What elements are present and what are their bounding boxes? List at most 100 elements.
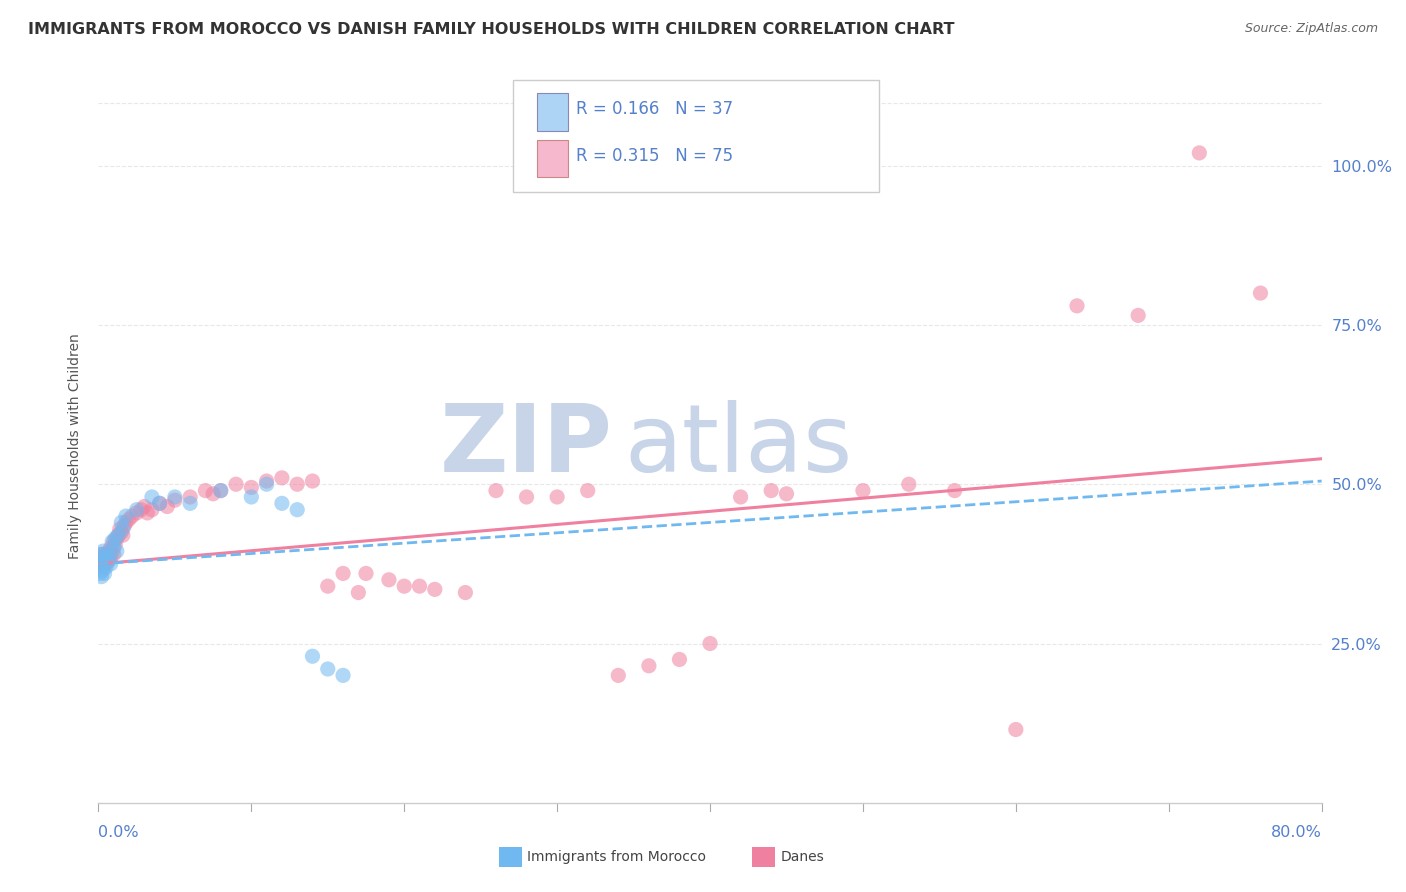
Point	[97, 554, 120, 568]
Point	[285, 477, 308, 491]
Text: Immigrants from Morocco: Immigrants from Morocco	[527, 850, 706, 864]
Point	[240, 480, 263, 494]
Text: Danes: Danes	[780, 850, 824, 864]
Point	[1188, 145, 1211, 160]
Point	[129, 502, 152, 516]
Point	[637, 658, 661, 673]
Point	[149, 496, 172, 510]
Point	[134, 500, 156, 514]
Point	[270, 471, 292, 485]
Point	[97, 547, 120, 561]
Point	[156, 500, 179, 514]
Point	[91, 550, 114, 565]
Point	[125, 502, 148, 516]
Text: 0.0%: 0.0%	[98, 825, 139, 840]
Point	[90, 569, 112, 583]
Point	[408, 579, 430, 593]
Text: ZIP: ZIP	[439, 400, 612, 492]
Point	[110, 524, 132, 539]
Text: R = 0.315   N = 75: R = 0.315 N = 75	[576, 146, 734, 164]
Point	[89, 557, 111, 571]
Point	[607, 668, 630, 682]
Point	[98, 550, 121, 565]
Point	[423, 582, 446, 597]
Point	[101, 534, 124, 549]
Point	[730, 490, 752, 504]
Point	[104, 538, 127, 552]
Point	[149, 496, 172, 510]
Point	[90, 554, 112, 568]
Point	[108, 522, 131, 536]
Point	[89, 566, 111, 581]
Point	[89, 550, 111, 565]
Point	[316, 579, 339, 593]
Text: 80.0%: 80.0%	[1271, 825, 1322, 840]
Point	[209, 483, 232, 498]
Point	[111, 528, 134, 542]
Point	[943, 483, 966, 498]
Point	[1249, 286, 1271, 301]
Point	[110, 516, 132, 530]
Point	[89, 560, 111, 574]
Point	[111, 522, 134, 536]
Point	[179, 496, 201, 510]
Point	[94, 557, 117, 571]
Point	[256, 477, 278, 491]
Point	[98, 544, 121, 558]
Point	[103, 541, 125, 555]
Point	[354, 566, 377, 581]
Point	[97, 547, 120, 561]
Point	[202, 487, 225, 501]
Point	[104, 532, 127, 546]
Point	[301, 649, 323, 664]
Point	[270, 496, 292, 510]
Point	[285, 502, 308, 516]
Point	[91, 544, 114, 558]
Point	[115, 516, 138, 530]
Point	[485, 483, 508, 498]
Point	[454, 585, 477, 599]
Point	[89, 550, 111, 565]
Point	[107, 528, 129, 542]
Point	[107, 528, 129, 542]
Point	[332, 566, 354, 581]
Point	[94, 560, 117, 574]
Point	[163, 493, 186, 508]
Point	[332, 668, 354, 682]
Point	[163, 490, 186, 504]
Point	[1128, 309, 1150, 323]
Point	[301, 474, 323, 488]
Point	[316, 662, 339, 676]
Point	[91, 554, 114, 568]
Point	[759, 483, 782, 498]
Point	[141, 490, 163, 504]
Point	[93, 554, 115, 568]
Text: R = 0.166   N = 37: R = 0.166 N = 37	[576, 101, 734, 119]
Text: IMMIGRANTS FROM MOROCCO VS DANISH FAMILY HOUSEHOLDS WITH CHILDREN CORRELATION CH: IMMIGRANTS FROM MOROCCO VS DANISH FAMILY…	[28, 22, 955, 37]
Point	[90, 557, 112, 571]
Point	[115, 509, 138, 524]
Point	[98, 554, 121, 568]
Text: atlas: atlas	[624, 400, 852, 492]
Point	[347, 585, 370, 599]
Point	[1066, 299, 1088, 313]
Y-axis label: Family Households with Children: Family Households with Children	[67, 333, 82, 559]
Point	[91, 560, 114, 574]
Point	[118, 512, 141, 526]
Point	[1004, 723, 1026, 737]
Point	[93, 557, 115, 571]
Point	[699, 636, 721, 650]
Point	[852, 483, 875, 498]
Point	[90, 547, 112, 561]
Point	[103, 534, 125, 549]
Point	[90, 547, 112, 561]
Point	[136, 506, 159, 520]
Point	[94, 550, 117, 565]
Text: Source: ZipAtlas.com: Source: ZipAtlas.com	[1244, 22, 1378, 36]
Point	[576, 483, 599, 498]
Point	[668, 652, 690, 666]
Point	[141, 502, 163, 516]
Point	[100, 541, 122, 555]
Point	[100, 557, 122, 571]
Point	[94, 550, 117, 565]
